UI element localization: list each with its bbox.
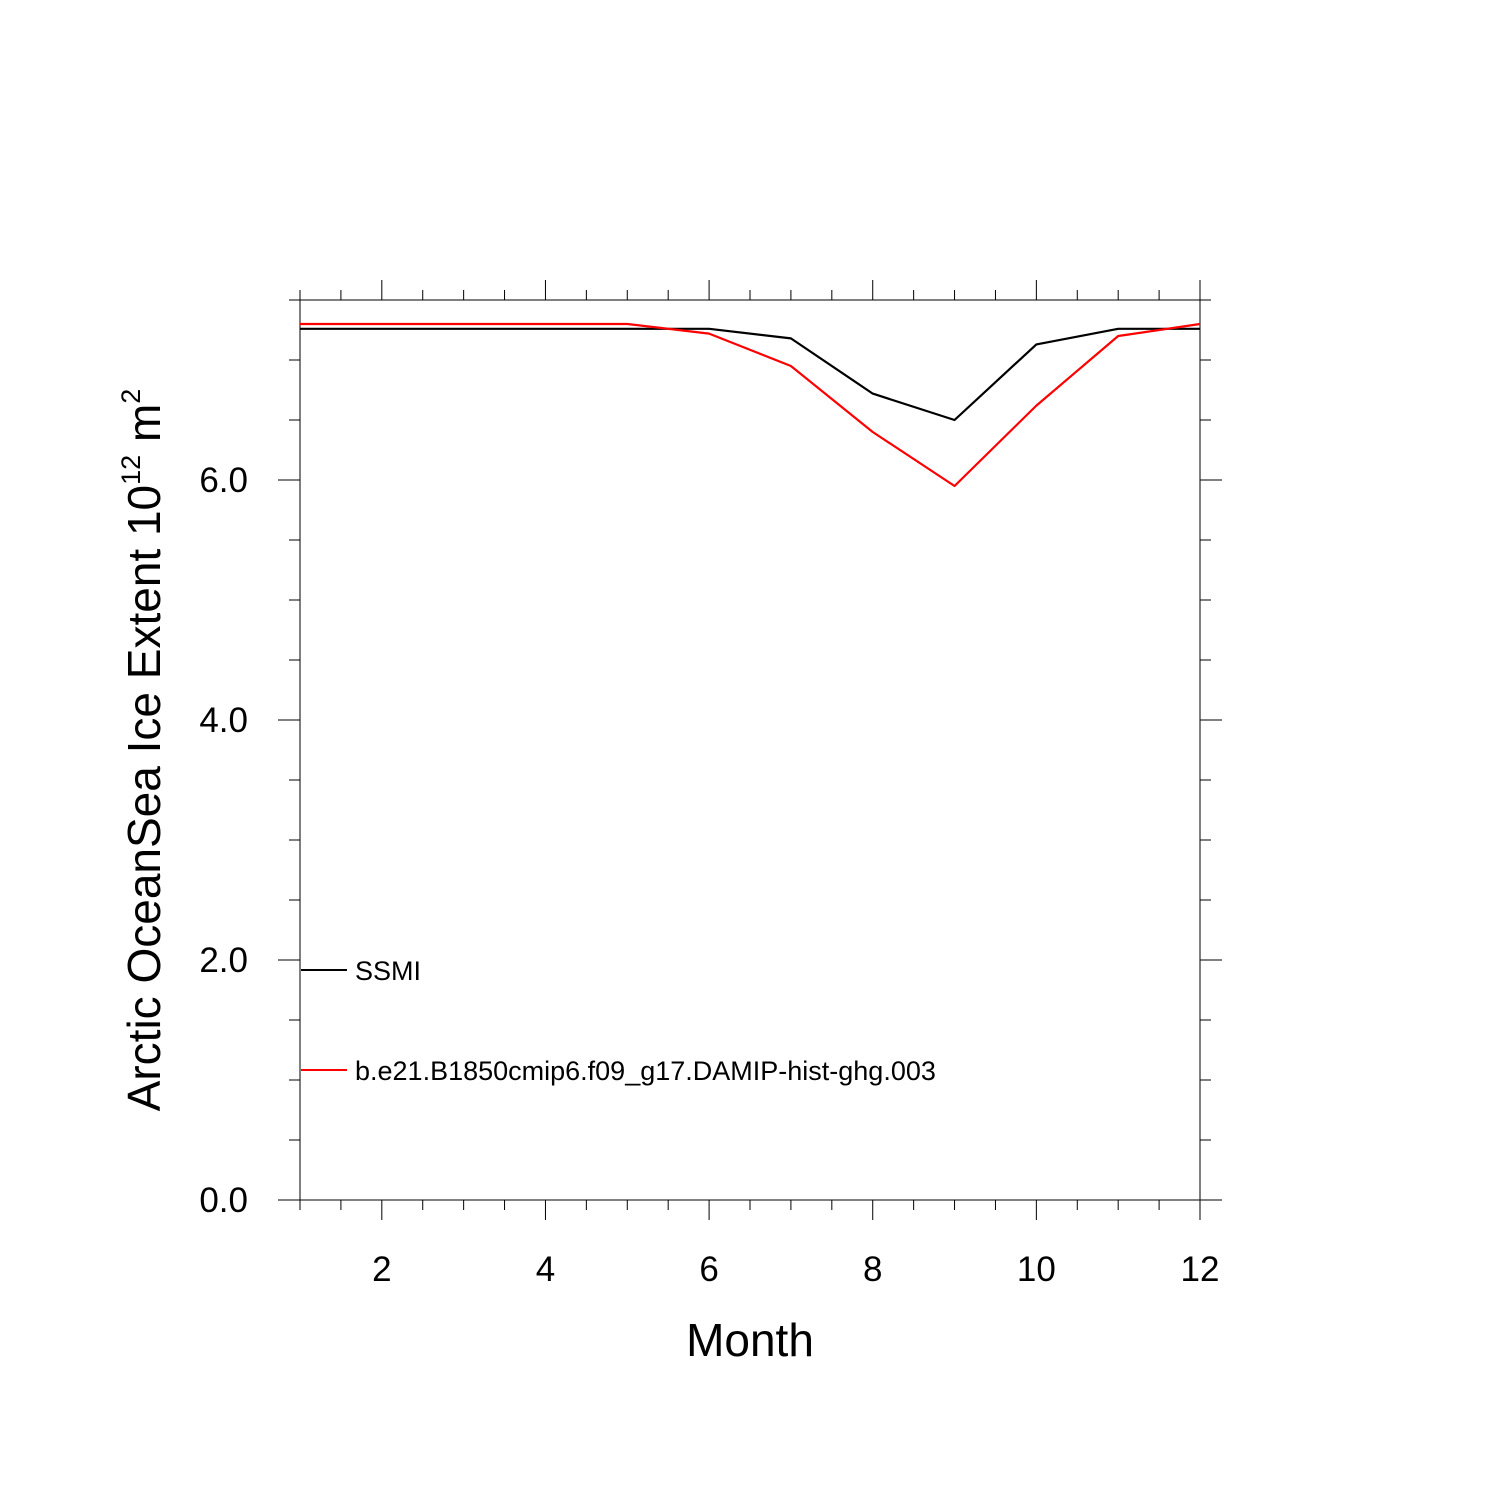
legend: SSMI b.e21.B1850cmip6.f09_g17.DAMIP-hist… <box>301 956 936 1086</box>
tick-marks <box>278 280 1222 1220</box>
series-line-damip-hist-ghg <box>300 322 1201 488</box>
y-axis-title: Arctic OceanSea Ice Extent 1012 m2 <box>116 389 170 1112</box>
y-axis-title-main: Arctic OceanSea Ice Extent 10 <box>118 485 170 1111</box>
y-tick-label: 6.0 <box>199 461 248 500</box>
y-tick-label: 2.0 <box>199 941 248 980</box>
y-tick-label: 4.0 <box>199 701 248 740</box>
x-tick-label: 10 <box>1017 1250 1056 1289</box>
x-tick-label: 4 <box>536 1250 555 1289</box>
x-axis-title: Month <box>686 1314 814 1366</box>
x-tick-label: 12 <box>1181 1250 1220 1289</box>
series-lines <box>300 322 1201 488</box>
x-tick-label: 8 <box>863 1250 882 1289</box>
tick-labels: 2 4 6 8 10 12 0.0 2.0 4.0 6.0 <box>199 461 1219 1289</box>
x-tick-label: 6 <box>699 1250 718 1289</box>
y-axis-title-exponent: 12 <box>116 455 146 485</box>
legend-label-ssmi: SSMI <box>355 956 421 986</box>
x-tick-label: 2 <box>372 1250 391 1289</box>
y-axis-title-unit-exponent: 2 <box>116 389 146 404</box>
legend-label-damip-hist-ghg: b.e21.B1850cmip6.f09_g17.DAMIP-hist-ghg.… <box>355 1056 936 1086</box>
plot-border <box>299 299 1201 1201</box>
y-tick-label: 0.0 <box>199 1181 248 1220</box>
y-axis-title-unit: m <box>118 404 170 455</box>
plot-frame <box>299 299 1201 1201</box>
series-line-ssmi <box>300 327 1200 422</box>
